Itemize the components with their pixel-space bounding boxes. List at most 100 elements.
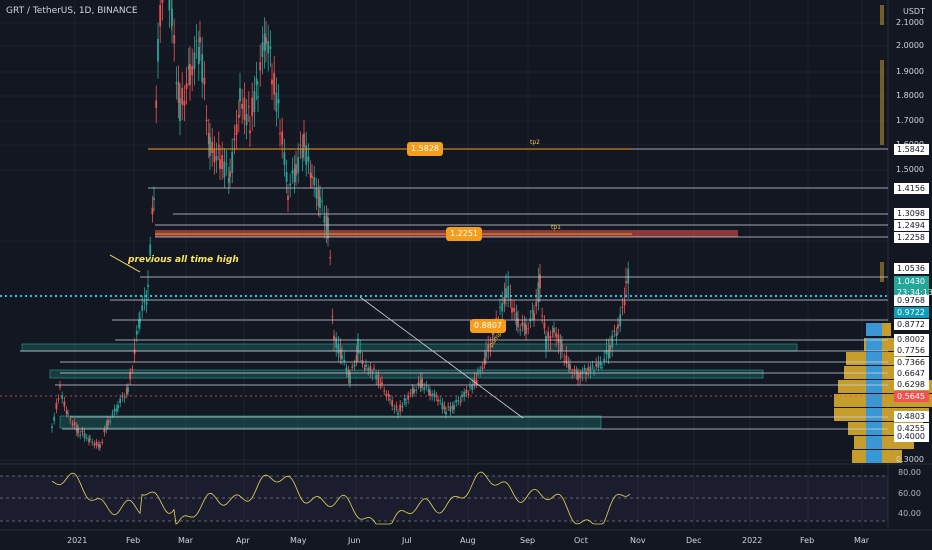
price-tick: 1.8000 — [896, 91, 924, 100]
candle-body — [153, 198, 155, 200]
vp-bar-buy — [866, 380, 882, 393]
candle-body — [138, 319, 140, 328]
candle-body — [321, 200, 324, 202]
candle-body — [77, 427, 79, 434]
candle-body — [325, 215, 328, 234]
candle-body — [261, 42, 264, 57]
candle-body — [511, 307, 513, 313]
vp-bar-buy — [866, 450, 882, 463]
candle-body — [221, 155, 224, 170]
candle-body — [179, 98, 181, 122]
price-label-text: 0.6647 — [897, 369, 925, 378]
candle-body — [253, 91, 256, 113]
candle-body — [513, 307, 516, 312]
candle-body — [507, 285, 510, 298]
vp-bar-buy — [866, 408, 882, 421]
candle-body — [301, 147, 304, 158]
candle-body — [247, 106, 250, 108]
time-tick: Mar — [854, 536, 870, 545]
candle-body — [149, 244, 152, 256]
candle-body — [417, 382, 420, 385]
candle-body — [297, 156, 300, 173]
candle-body — [107, 419, 109, 426]
price-label-box: 0.6647 — [894, 368, 929, 379]
candle-body — [307, 156, 310, 162]
entry-price-tag[interactable]: 0.8807 — [470, 319, 506, 333]
candle-body — [343, 359, 346, 362]
candle-body — [445, 411, 447, 415]
candle-body — [459, 401, 462, 403]
candle-body — [385, 393, 388, 396]
candle-body — [365, 364, 367, 368]
candle-body — [279, 133, 281, 135]
candle-body — [583, 368, 586, 370]
price-label-text: 1.4156 — [897, 184, 925, 193]
candle-body — [273, 72, 276, 95]
time-tick: Oct — [574, 536, 588, 545]
candle-body — [609, 345, 611, 351]
candle-body — [357, 338, 359, 355]
candle-body — [387, 394, 390, 397]
price-tick: 2.0000 — [896, 41, 924, 50]
candle-body — [105, 423, 108, 429]
candle-body — [289, 183, 292, 186]
candle-body — [63, 401, 66, 407]
price-tick: 0.3000 — [896, 455, 924, 464]
candle-body — [333, 335, 335, 340]
candle-body — [341, 355, 343, 360]
time-tick: Mar — [178, 536, 194, 545]
price-label-text: 1.0536 — [897, 264, 925, 273]
price-label-text: 0.6298 — [897, 380, 925, 389]
vp-upper — [880, 262, 884, 282]
price-tick: 1.9000 — [896, 67, 924, 76]
candle-body — [457, 400, 460, 402]
tp2-price-tag[interactable]: 1.5828 — [407, 142, 443, 156]
candle-body — [209, 137, 211, 156]
candle-body — [231, 151, 234, 173]
candle-body — [215, 156, 218, 161]
candle-body — [251, 97, 254, 117]
vp-upper — [880, 130, 884, 145]
candle-body — [471, 384, 474, 390]
candle-body — [177, 81, 180, 103]
tp2-label: tp2 — [530, 139, 540, 146]
candle-body — [79, 434, 82, 436]
price-label-box: 0.8772 — [894, 319, 929, 330]
price-label-box: 0.4255 — [894, 423, 929, 434]
price-label-box: 0.7756 — [894, 345, 929, 356]
candle-body — [141, 305, 144, 311]
candle-body — [481, 366, 484, 369]
candle-body — [347, 369, 350, 378]
price-label-box: 1.2258 — [894, 232, 929, 243]
candle-body — [469, 386, 471, 388]
time-tick: Feb — [126, 536, 141, 545]
candle-body — [615, 332, 618, 336]
candle-body — [465, 389, 468, 394]
candle-body — [567, 363, 570, 369]
candle-body — [503, 297, 506, 305]
candle-body — [103, 429, 106, 433]
candle-body — [51, 426, 53, 429]
candle-body — [257, 96, 259, 98]
candle-body — [531, 310, 534, 313]
candle-body — [381, 382, 383, 385]
candle-body — [345, 367, 348, 372]
candle-body — [111, 413, 114, 415]
tp1-price-tag[interactable]: 1.2251 — [446, 227, 482, 241]
price-label-text: 0.4000 — [897, 432, 925, 441]
symbol-title[interactable]: GRT / TetherUS, 1D, BINANCE — [6, 6, 138, 16]
candle-body — [319, 196, 321, 208]
candle-body — [427, 389, 430, 393]
candle-body — [623, 301, 626, 306]
candle-body — [135, 330, 138, 335]
candle-body — [573, 369, 576, 372]
candle-body — [389, 399, 391, 401]
candle-body — [121, 395, 124, 397]
candle-body — [329, 257, 332, 259]
candle-body — [547, 332, 550, 339]
candle-body — [139, 318, 141, 323]
price-label-text: 0.9722 — [897, 308, 925, 317]
candle-body — [205, 119, 208, 122]
time-tick: Nov — [630, 536, 646, 545]
